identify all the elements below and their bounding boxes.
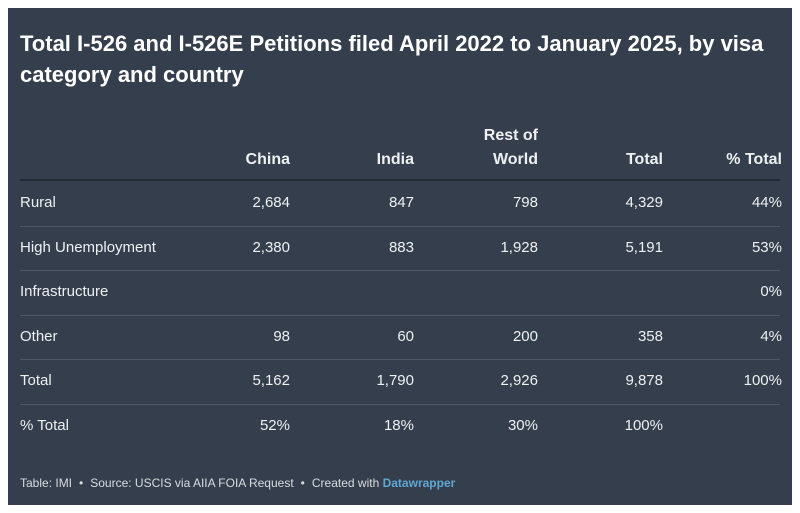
cell-value: 5,162 — [252, 372, 290, 390]
cell-value: 98 — [273, 327, 290, 345]
cell-value: 100% — [743, 372, 782, 390]
row-rule — [20, 359, 780, 361]
separator: • — [79, 476, 84, 490]
footer: Table: IMI • Source: USCIS via AIIA FOIA R… — [20, 476, 455, 490]
row-rule — [20, 314, 780, 316]
cell-value: 1,928 — [500, 238, 538, 256]
header-rule — [20, 179, 780, 181]
cell-value: 200 — [512, 327, 538, 345]
cell-value: 798 — [512, 194, 538, 211]
cell-value: 4,329 — [625, 194, 663, 211]
row-label: Total — [20, 372, 52, 390]
separator: • — [300, 476, 305, 490]
footer-source: Source: USCIS via AIIA FOIA Request — [90, 476, 294, 490]
column-header: India — [376, 151, 414, 168]
footer-link[interactable]: Datawrapper — [382, 476, 456, 490]
cell-value: 44% — [751, 194, 782, 211]
column-header: Total — [625, 151, 663, 168]
cell-value: 358 — [637, 327, 663, 345]
cell-value: 1,790 — [376, 372, 414, 390]
panel: Total I-526 and I-526E Petitions filed A… — [8, 8, 792, 505]
cell-value: 100% — [624, 417, 663, 434]
row-rule — [20, 225, 780, 227]
cell-value: 18% — [383, 417, 414, 434]
row-label: % Total — [20, 417, 69, 434]
title: Total I-526 and I-526E Petitions filed A… — [20, 31, 764, 87]
row-label: Rural — [20, 194, 56, 211]
cell-value: 53% — [751, 238, 782, 256]
footer-created: Created with — [311, 476, 380, 490]
cell-value: 30% — [507, 417, 538, 434]
cell-value: 0% — [760, 283, 782, 301]
cell-value: 883 — [388, 238, 414, 256]
row-label: High Unemployment — [20, 238, 156, 256]
footer-table: Table: IMI — [20, 476, 73, 490]
row-rule — [20, 404, 780, 405]
cell-value: 4% — [760, 327, 782, 345]
cell-value: 2,926 — [500, 372, 538, 390]
cell-value: 847 — [388, 194, 414, 211]
column-header: China — [245, 151, 290, 168]
cell-value: 52% — [259, 417, 290, 434]
row-label: Other — [20, 327, 58, 345]
cell-value: 2,684 — [252, 194, 290, 211]
cell-value: 60 — [397, 327, 414, 345]
cell-value: 2,380 — [252, 238, 290, 256]
column-header: Rest of World — [483, 127, 538, 168]
column-header: % Total — [726, 151, 782, 168]
cell-value: 9,878 — [625, 372, 663, 390]
cell-value: 5,191 — [625, 238, 663, 256]
row-label: Infrastructure — [20, 283, 109, 301]
row-rule — [20, 270, 780, 272]
